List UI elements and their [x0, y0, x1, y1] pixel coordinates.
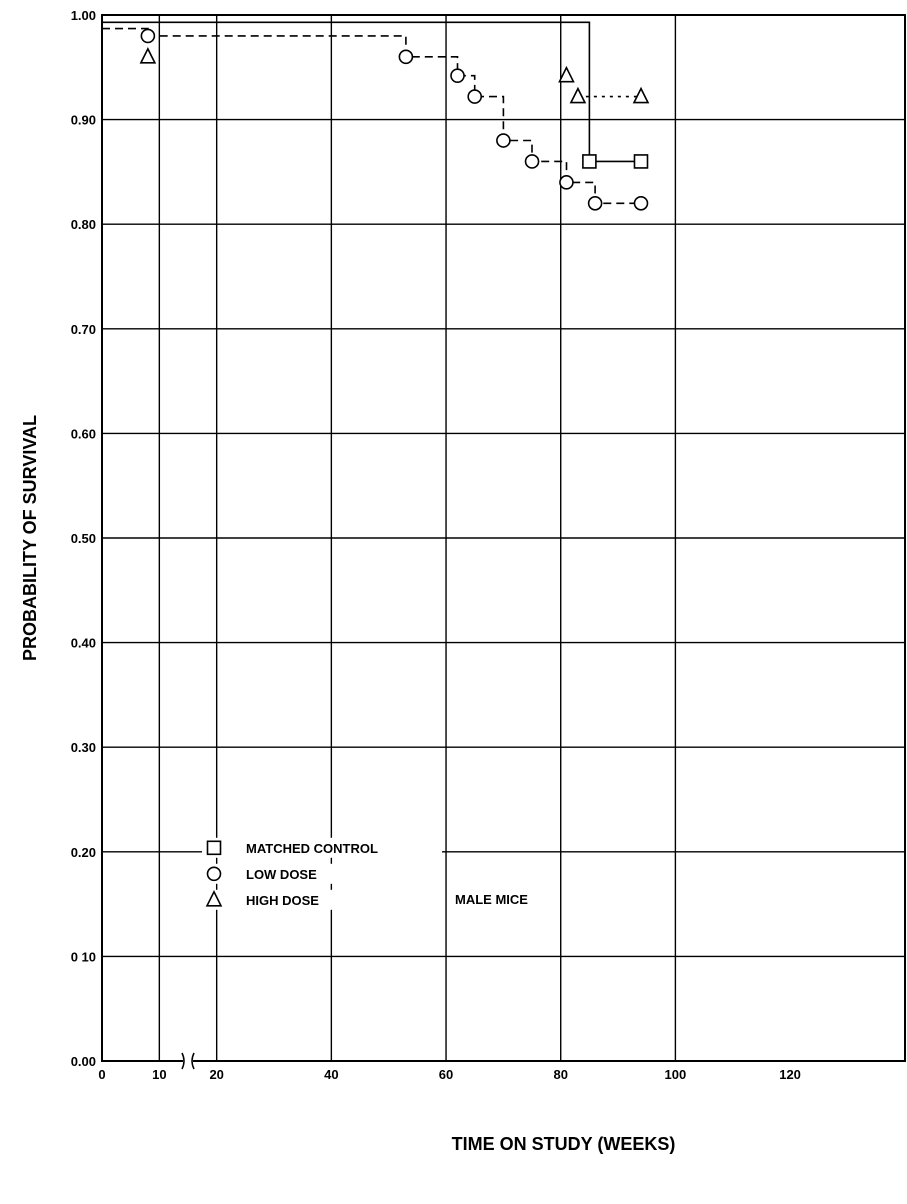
y-tick-label: 0.90	[71, 113, 96, 128]
square-marker	[206, 840, 222, 856]
square-marker	[582, 154, 597, 169]
x-tick-label: 20	[209, 1067, 223, 1082]
series-layer	[102, 21, 650, 211]
y-axis-ticks: 0.00 0 10 0.20 0.30 0.40 0.50 0.60 0.70 0.80 0.90…	[71, 8, 96, 1069]
x-tick-label: 60	[439, 1067, 453, 1082]
x-tick-label: 100	[665, 1067, 687, 1082]
axis-break-gap	[183, 1053, 194, 1069]
plot-frame	[101, 14, 906, 1070]
circle-marker	[206, 866, 222, 882]
y-tick-label: 0.00	[71, 1054, 96, 1069]
triangle-marker	[569, 86, 587, 104]
series-matched-control	[102, 21, 649, 169]
circle-marker	[140, 28, 156, 44]
circle-marker	[633, 195, 649, 211]
survival-step-line	[102, 21, 641, 163]
circle-marker	[450, 68, 465, 83]
circle-marker	[467, 89, 483, 104]
circle-marker	[496, 133, 511, 148]
x-axis-ticks: 0 10 20 40 60 80 100 120	[98, 1067, 801, 1082]
triangle-marker	[632, 86, 650, 104]
legend-bg	[202, 863, 442, 884]
y-tick-label: 0 10	[71, 949, 96, 964]
y-axis-title: PROBABILITY OF SURVIVAL	[20, 415, 40, 661]
x-tick-label: 80	[553, 1067, 567, 1082]
legend-label: LOW DOSE	[246, 867, 317, 882]
y-tick-label: 0.70	[71, 322, 96, 337]
male-mice-annotation: MALE MICE	[455, 892, 528, 907]
legend-label: MATCHED CONTROL	[246, 841, 378, 856]
triangle-marker	[558, 65, 575, 83]
legend-bg	[202, 889, 442, 910]
circle-marker	[524, 154, 540, 169]
triangle-marker	[205, 890, 223, 907]
x-tick-label: 10	[152, 1067, 166, 1082]
y-tick-label: 0.50	[71, 531, 96, 546]
legend-bg	[202, 837, 442, 858]
legend-label: HIGH DOSE	[246, 893, 319, 908]
grid-lines	[102, 15, 905, 1061]
y-tick-label: 0.30	[71, 740, 96, 755]
square-marker	[633, 154, 649, 169]
axis-break-mark	[191, 1052, 195, 1070]
series-high-dose	[139, 47, 650, 104]
axis-break-mark	[181, 1052, 185, 1070]
circle-marker	[559, 175, 574, 190]
y-tick-label: 0.80	[71, 217, 96, 232]
y-tick-label: 0.40	[71, 636, 96, 651]
legend: MATCHED CONTROL LOW DOSE HIGH DOSE	[202, 837, 442, 910]
circle-marker	[587, 195, 603, 211]
y-tick-label: 0.20	[71, 845, 96, 860]
series-low-dose	[102, 27, 649, 211]
x-tick-label: 40	[324, 1067, 338, 1082]
plot-border	[101, 14, 906, 1062]
y-tick-label: 0.60	[71, 426, 96, 441]
x-tick-label: 0	[98, 1067, 105, 1082]
x-tick-label: 120	[779, 1067, 801, 1082]
survival-step-line	[102, 27, 641, 205]
triangle-marker	[139, 47, 157, 64]
circle-marker	[398, 49, 414, 65]
y-tick-label: 1.00	[71, 8, 96, 23]
x-axis-title: TIME ON STUDY (WEEKS)	[452, 1134, 676, 1154]
